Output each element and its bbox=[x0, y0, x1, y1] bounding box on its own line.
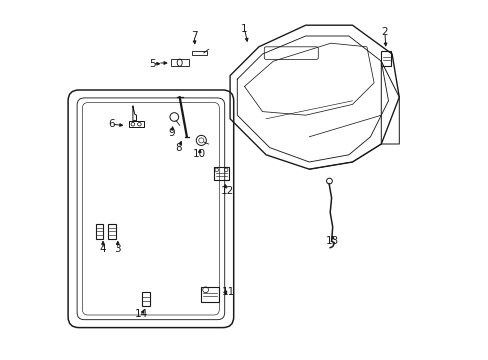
Text: 9: 9 bbox=[168, 128, 175, 138]
Text: 14: 14 bbox=[135, 309, 148, 319]
Text: 12: 12 bbox=[220, 186, 233, 196]
Bar bbox=[192, 51, 206, 55]
Text: 1: 1 bbox=[241, 24, 247, 34]
Bar bbox=[381, 51, 390, 66]
Bar bbox=[129, 121, 143, 127]
Text: 5: 5 bbox=[149, 59, 156, 69]
Text: 2: 2 bbox=[381, 27, 387, 37]
Text: 6: 6 bbox=[108, 119, 114, 129]
Text: 3: 3 bbox=[114, 244, 121, 254]
Bar bbox=[213, 167, 228, 180]
Bar bbox=[201, 287, 219, 302]
Bar bbox=[142, 292, 149, 306]
Text: 4: 4 bbox=[100, 244, 106, 254]
Bar bbox=[170, 59, 188, 66]
Bar bbox=[108, 224, 115, 239]
Bar bbox=[96, 224, 102, 239]
Text: 8: 8 bbox=[175, 143, 182, 153]
Text: 11: 11 bbox=[221, 287, 234, 297]
Text: 10: 10 bbox=[193, 149, 205, 159]
Text: 13: 13 bbox=[325, 236, 339, 246]
Text: 7: 7 bbox=[190, 31, 197, 41]
